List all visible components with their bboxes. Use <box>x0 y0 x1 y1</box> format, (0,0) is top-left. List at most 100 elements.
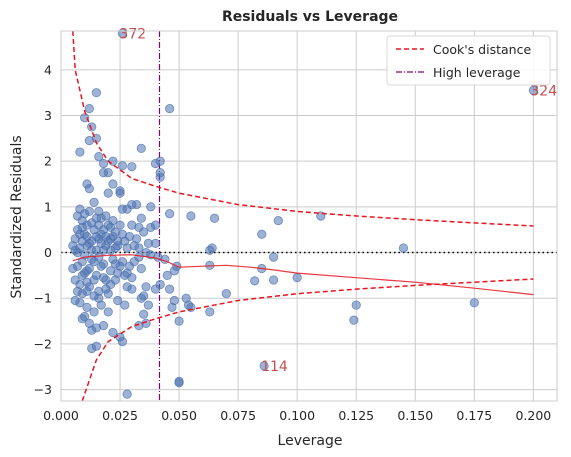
data-point <box>273 215 283 226</box>
data-point <box>134 243 144 253</box>
y-tick-label: 4 <box>44 62 52 77</box>
data-point <box>84 318 94 328</box>
data-point <box>117 337 128 347</box>
y-tick-label: −2 <box>34 336 52 351</box>
data-point <box>221 289 231 299</box>
data-point <box>108 327 118 338</box>
data-point <box>108 156 118 166</box>
data-point <box>87 245 97 255</box>
legend-cooks-label: Cook's distance <box>433 42 531 57</box>
data-point <box>268 252 279 262</box>
data-point <box>84 104 94 114</box>
data-point <box>268 275 279 285</box>
data-point <box>113 236 123 246</box>
x-axis-label: Leverage <box>278 433 343 449</box>
y-tick-label: −1 <box>34 291 52 306</box>
y-tick-label: 2 <box>44 154 52 169</box>
data-point <box>136 143 146 153</box>
data-point <box>259 361 269 371</box>
data-point <box>96 300 106 310</box>
data-point <box>77 270 87 280</box>
chart-title: Residuals vs Leverage <box>222 9 398 25</box>
data-point <box>169 295 179 306</box>
legend-box <box>386 35 551 86</box>
data-point <box>162 270 172 280</box>
data-point <box>106 266 116 276</box>
curves <box>72 30 534 402</box>
data-point <box>94 152 104 162</box>
y-axis-ticks: −3 −2 −1 0 1 2 3 4 <box>34 62 52 397</box>
data-point <box>103 307 113 317</box>
data-point <box>75 147 85 157</box>
data-point <box>82 302 92 312</box>
cooks-distance-lower-curve <box>81 278 534 402</box>
data-point <box>108 179 118 189</box>
x-tick-label: 0.075 <box>220 408 256 423</box>
data-point <box>108 254 118 264</box>
x-tick-label: 0.050 <box>161 408 197 423</box>
data-point <box>89 197 99 207</box>
data-point <box>250 276 260 286</box>
data-point <box>108 215 118 226</box>
point-annotations: 372 324 114 <box>119 26 557 375</box>
x-tick-label: 0.175 <box>456 408 492 423</box>
point-annotation-label: 372 <box>119 26 146 42</box>
data-point <box>91 88 102 98</box>
data-point <box>292 273 302 283</box>
data-point <box>150 238 161 249</box>
data-point <box>139 309 149 319</box>
data-point <box>205 307 215 317</box>
data-point <box>115 220 125 230</box>
cooks-distance-upper-curve <box>72 30 534 227</box>
y-tick-label: 3 <box>44 108 52 123</box>
x-axis-ticks: 0.000 0.025 0.050 0.075 0.100 0.125 0.150 0.175… <box>43 408 551 423</box>
data-point <box>84 136 94 146</box>
data-point <box>141 282 151 292</box>
data-point <box>165 284 175 294</box>
data-point <box>131 199 142 210</box>
x-tick-label: 0.025 <box>102 408 138 423</box>
data-point <box>150 284 161 294</box>
data-point <box>87 122 97 132</box>
data-point <box>143 300 153 310</box>
data-point <box>80 209 90 219</box>
legend-high-leverage-label: High leverage <box>433 65 521 80</box>
x-tick-label: 0.000 <box>43 408 79 423</box>
legend: Cook's distance High leverage <box>386 35 551 86</box>
data-point <box>101 211 111 221</box>
data-point <box>122 282 132 292</box>
data-point <box>80 113 90 123</box>
data-point <box>72 247 83 258</box>
data-points <box>68 28 538 399</box>
plot-frame <box>60 30 558 402</box>
data-point <box>120 300 130 310</box>
data-point <box>117 161 128 171</box>
data-point <box>139 291 149 301</box>
data-point <box>155 172 165 182</box>
data-point <box>134 222 144 233</box>
data-point <box>469 298 479 308</box>
data-point <box>174 378 184 388</box>
lowess-trend-line <box>72 254 534 296</box>
data-point <box>209 213 220 223</box>
y-tick-label: 1 <box>44 199 52 214</box>
data-point <box>351 300 361 310</box>
y-tick-label: −3 <box>34 382 52 397</box>
data-point <box>136 213 146 223</box>
x-tick-label: 0.200 <box>515 408 551 423</box>
data-point <box>136 263 146 274</box>
data-point <box>94 286 104 296</box>
data-point <box>94 252 104 262</box>
data-point <box>146 222 156 233</box>
data-point <box>174 316 184 326</box>
data-point <box>131 234 142 244</box>
data-point <box>122 268 132 278</box>
data-point <box>183 300 194 310</box>
data-point <box>155 156 165 166</box>
data-point <box>82 277 92 287</box>
data-point <box>72 286 83 296</box>
data-point <box>115 261 125 271</box>
data-point <box>257 229 267 239</box>
data-point <box>103 289 113 299</box>
